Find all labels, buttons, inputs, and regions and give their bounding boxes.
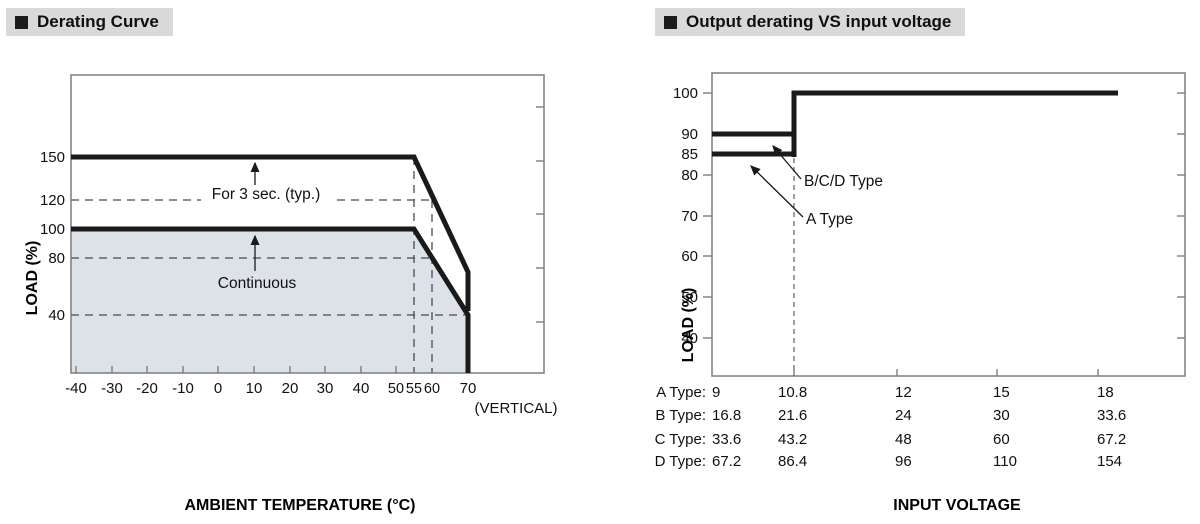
continuous-load-shaded-area	[71, 229, 468, 373]
table-cell: 16.8	[712, 407, 741, 424]
right-y-tick-marks	[703, 92, 712, 339]
y-tick-label: 90	[681, 126, 698, 143]
table-cell: 12	[895, 384, 912, 401]
a-type-annotation-label: A Type	[806, 211, 853, 228]
table-cell: 18	[1097, 384, 1114, 401]
y-tick-label: 150	[40, 149, 65, 166]
table-cell: 10.8	[778, 384, 807, 401]
table-cell: 43.2	[778, 431, 807, 448]
derating-curve-chart: For 3 sec. (typ.) Continuous 150 120 100…	[24, 74, 558, 514]
y-tick-label: 40	[48, 307, 65, 324]
left-x-tick-labels: -40 -30 -20 -10 0 10 20 30 40 50 55 60 7…	[65, 380, 476, 397]
table-cell: 15	[993, 384, 1010, 401]
a-type-annotation-arrow	[750, 165, 804, 218]
table-cell: 30	[993, 407, 1010, 424]
table-row-label: C Type:	[655, 431, 706, 448]
table-cell: 21.6	[778, 407, 807, 424]
left-x-axis-title: AMBIENT TEMPERATURE (°C)	[185, 497, 416, 514]
right-y-tick-labels: 100 90 85 80 70 60 50 40	[673, 85, 698, 347]
x-tick-label: 70	[460, 380, 477, 397]
left-plot-frame	[70, 74, 545, 374]
table-cell: 67.2	[712, 453, 741, 470]
y-tick-label: 85	[681, 146, 698, 163]
bcd-annotation-arrow	[772, 145, 802, 180]
x-tick-label: 55	[406, 381, 422, 397]
right-section-title-text: Output derating VS input voltage	[686, 12, 952, 31]
table-cell: 24	[895, 407, 912, 424]
left-x-tick-marks	[75, 366, 397, 373]
x-tick-label: 60	[424, 381, 440, 397]
table-cell: 67.2	[1097, 431, 1126, 448]
left-y-tick-labels: 150 120 100 80 40	[40, 149, 65, 324]
x-tick-label: 40	[353, 380, 370, 397]
table-cell: 33.6	[1097, 407, 1126, 424]
right-section-title: Output derating VS input voltage	[655, 8, 966, 36]
x-tick-label: 20	[282, 380, 299, 397]
table-cell: 60	[993, 431, 1010, 448]
left-y-axis-title: LOAD (%)	[24, 241, 41, 316]
x-tick-label: 0	[214, 380, 222, 397]
continuous-curve	[71, 226, 471, 373]
output-derating-chart: B/C/D Type A Type 100 90 85 80 70 60 50 …	[655, 72, 1186, 514]
y-tick-label: 50	[681, 289, 698, 306]
table-row-label: B Type:	[655, 407, 706, 424]
left-section-title: Derating Curve	[6, 8, 173, 36]
x-tick-label: 50	[388, 381, 404, 397]
peak-annotation-backplate	[201, 185, 331, 204]
x-tick-label: -30	[101, 380, 123, 397]
section-marker-icon	[15, 15, 28, 29]
x-tick-label: -40	[65, 380, 87, 397]
left-section-title-text: Derating Curve	[37, 12, 159, 31]
right-x-tick-marks	[793, 369, 1099, 376]
vertical-orientation-note: (VERTICAL)	[474, 400, 557, 417]
section-marker-icon	[664, 15, 677, 29]
peak-annotation-label: For 3 sec. (typ.)	[212, 186, 321, 203]
table-cell: 33.6	[712, 431, 741, 448]
y-tick-label: 60	[681, 248, 698, 265]
table-cell: 154	[1097, 453, 1122, 470]
table-row-label: A Type:	[656, 384, 706, 401]
table-cell: 110	[993, 453, 1017, 470]
y-tick-label: 80	[681, 167, 698, 184]
peak-3sec-curve	[71, 154, 471, 311]
x-tick-label: -20	[136, 380, 158, 397]
y-tick-label: 40	[681, 330, 698, 347]
y-tick-label: 80	[48, 250, 65, 267]
table-cell: 86.4	[778, 453, 807, 470]
bcd-annotation-label: B/C/D Type	[804, 173, 883, 190]
table-row-label: D Type:	[655, 453, 706, 470]
table-cell: 48	[895, 431, 912, 448]
right-x-axis-title: INPUT VOLTAGE	[893, 497, 1021, 514]
step-to-100pct-curve	[791, 90, 1118, 157]
left-right-border-tick-marks	[536, 106, 544, 323]
continuous-annotation-label: Continuous	[218, 275, 297, 292]
right-plot-frame	[711, 72, 1186, 377]
right-y-axis-title: LOAD (%)	[680, 288, 697, 363]
y-tick-label: 100	[40, 221, 65, 238]
right-border-tick-marks	[1177, 92, 1185, 339]
table-cell: 9	[712, 384, 720, 401]
x-tick-label: -10	[172, 380, 194, 397]
y-tick-label: 100	[673, 85, 698, 102]
y-tick-label: 120	[40, 192, 65, 209]
y-tick-label: 70	[681, 208, 698, 225]
x-tick-label: 30	[317, 380, 334, 397]
voltage-table: A Type: 9 10.8 12 15 18 B Type: 16.8 21.…	[655, 384, 1127, 470]
x-tick-label: 10	[246, 380, 263, 397]
table-cell: 96	[895, 453, 912, 470]
